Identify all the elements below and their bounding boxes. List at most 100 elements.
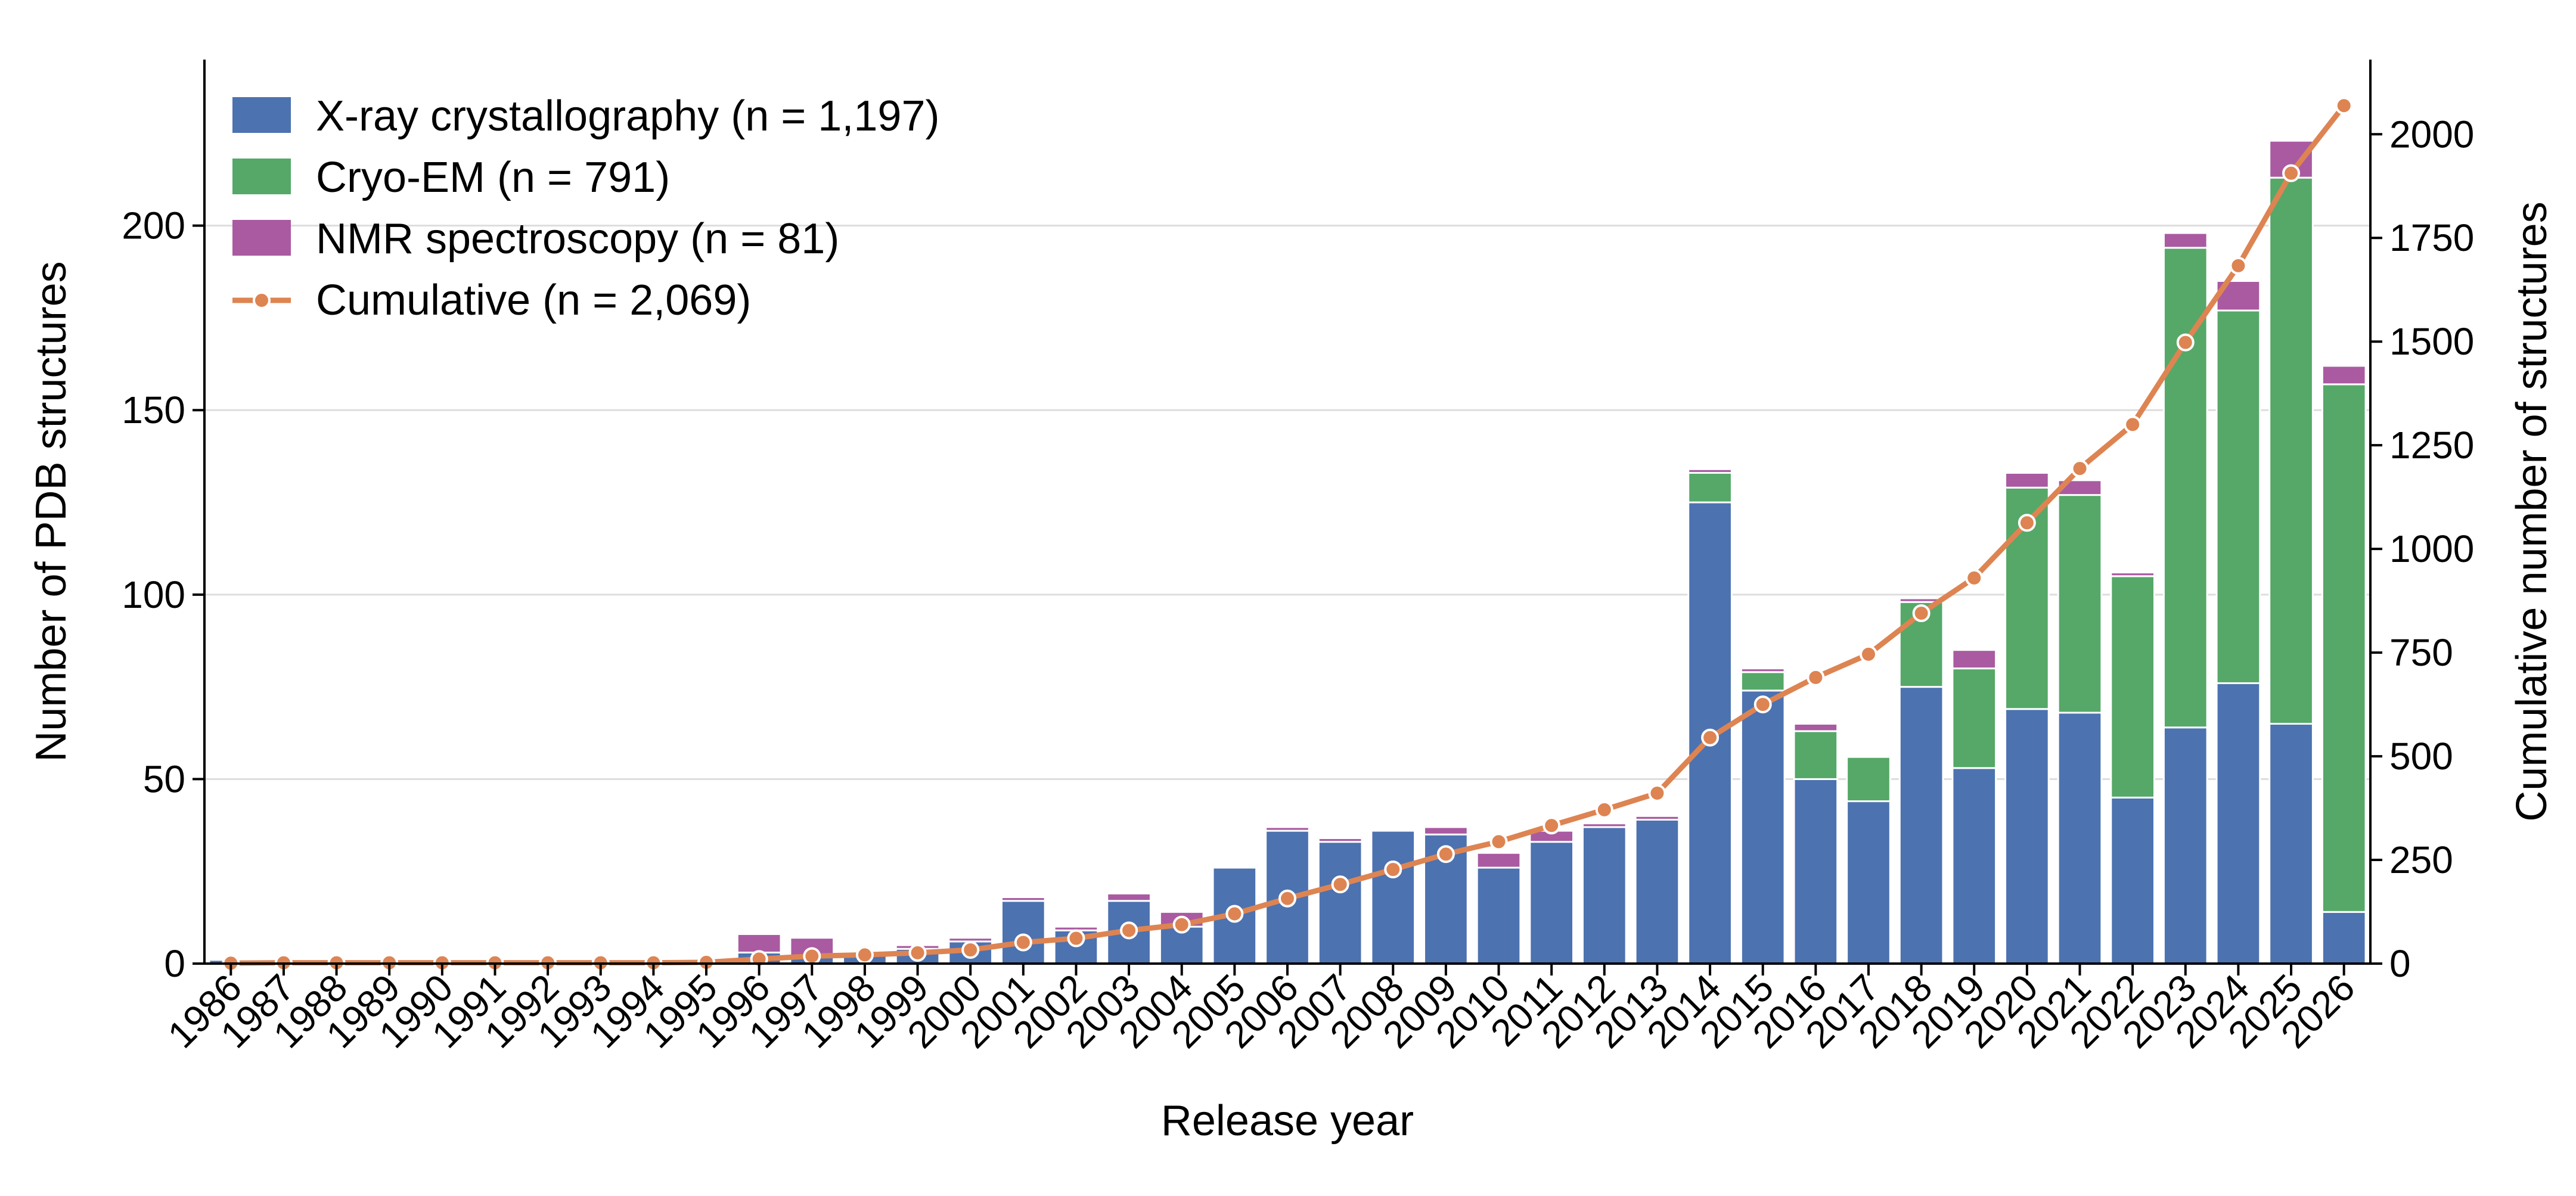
bar-nmr-2015 <box>1740 667 1786 673</box>
cumulative-point-2004 <box>1172 915 1191 934</box>
bar-cryoem-2014 <box>1687 471 1733 504</box>
bar-xray-2011 <box>1529 841 1575 965</box>
bar-xray-2008 <box>1370 830 1416 965</box>
bar-xray-2010 <box>1476 866 1522 965</box>
bar-xray-2013 <box>1634 819 1680 965</box>
cumulative-point-2010 <box>1489 832 1508 851</box>
y-tick-label: 0 <box>164 942 185 985</box>
bar-xray-2026 <box>2321 911 2367 965</box>
cumulative-point-2020 <box>2018 514 2036 532</box>
cumulative-point-2006 <box>1278 889 1296 908</box>
cumulative-point-2002 <box>1067 929 1085 948</box>
bar-nmr-2020 <box>2004 471 2050 489</box>
cumulative-point-2013 <box>1648 784 1666 802</box>
y-tick-label: 100 <box>122 573 185 616</box>
y-tick-label: 150 <box>122 389 185 431</box>
cumulative-point-1998 <box>855 946 874 964</box>
cumulative-point-2019 <box>1965 569 1984 587</box>
y2-axis-title: Cumulative number of structures <box>2508 201 2556 821</box>
y2-tick-label: 1500 <box>2389 320 2474 363</box>
y-tick-label: 50 <box>143 757 185 800</box>
bar-xray-2015 <box>1740 689 1786 965</box>
bar-xray-2017 <box>1846 800 1891 965</box>
bar-nmr-2003 <box>1106 892 1152 902</box>
bar-nmr-2007 <box>1317 837 1363 843</box>
y-tick-labels: 0 50 100 150 200 <box>122 204 204 985</box>
cumulative-point-2009 <box>1436 845 1455 863</box>
cumulative-point-2008 <box>1384 861 1402 879</box>
y2-tick-label: 500 <box>2389 735 2453 778</box>
y2-tick-label: 750 <box>2389 631 2453 674</box>
bar-nmr-2014 <box>1687 468 1733 474</box>
bar-xray-2001 <box>1000 900 1046 965</box>
bar-nmr-2006 <box>1265 826 1310 832</box>
cumulative-point-2023 <box>2176 333 2195 352</box>
cumulative-point-2007 <box>1331 875 1349 894</box>
legend-swatch-nmr <box>232 220 291 256</box>
bar-nmr-2019 <box>1951 649 1997 670</box>
cumulative-point-2011 <box>1543 816 1561 835</box>
cumulative-point-2000 <box>961 941 980 959</box>
cumulative-line-group <box>222 97 2353 973</box>
bar-xray-2007 <box>1317 841 1363 965</box>
bar-cryoem-2025 <box>2268 176 2314 725</box>
cumulative-point-2024 <box>2229 256 2248 275</box>
bar-xray-2020 <box>2004 708 2050 965</box>
bars <box>208 139 2367 965</box>
y-tick-label: 200 <box>122 204 185 247</box>
legend-swatch-xray <box>232 97 291 133</box>
bar-nmr-1996 <box>736 933 782 953</box>
y2-tick-labels: 0 250 500 750 1000 1250 1500 1750 2000 <box>2370 113 2474 985</box>
cumulative-point-2001 <box>1014 933 1032 952</box>
cumulative-point-2021 <box>2071 459 2089 478</box>
bar-cryoem-2026 <box>2321 383 2367 913</box>
bar-cryoem-2024 <box>2215 309 2261 684</box>
bar-nmr-2016 <box>1793 723 1839 732</box>
cumulative-point-2016 <box>1807 668 1825 686</box>
bar-cryoem-2019 <box>1951 667 1997 769</box>
bar-cryoem-2015 <box>1740 671 1786 692</box>
cumulative-point-2012 <box>1595 800 1613 819</box>
bar-cryoem-2022 <box>2110 575 2155 799</box>
bar-nmr-2001 <box>1000 896 1046 902</box>
bar-xray-2023 <box>2162 726 2208 965</box>
cumulative-point-2025 <box>2282 164 2301 182</box>
y2-tick-label: 250 <box>2389 838 2453 881</box>
legend-label-cryoem: Cryo-EM (n = 791) <box>316 154 670 201</box>
x-tick-labels: 1986198719881989199019911992199319941995… <box>160 964 2363 1057</box>
legend-label-xray: X-ray crystallography (n = 1,197) <box>316 92 939 140</box>
y2-tick-label: 1000 <box>2389 527 2474 570</box>
bar-xray-2012 <box>1581 826 1627 965</box>
bar-nmr-2009 <box>1423 826 1469 835</box>
y2-tick-label: 2000 <box>2389 113 2474 156</box>
cumulative-point-2026 <box>2335 97 2353 115</box>
cumulative-point-1999 <box>908 943 927 962</box>
bar-nmr-2026 <box>2321 365 2367 386</box>
bar-nmr-2000 <box>948 937 994 943</box>
cumulative-point-2018 <box>1912 604 1931 622</box>
bar-cryoem-2016 <box>1793 730 1839 780</box>
bar-cryoem-2017 <box>1846 756 1891 803</box>
bar-nmr-2025 <box>2268 139 2314 179</box>
cumulative-point-2014 <box>1701 728 1720 747</box>
bar-nmr-2010 <box>1476 852 1522 869</box>
legend-label-cumulative: Cumulative (n = 2,069) <box>316 277 751 324</box>
bar-cryoem-2023 <box>2162 247 2208 729</box>
bar-xray-2024 <box>2215 682 2261 965</box>
bar-xray-2016 <box>1793 778 1839 965</box>
bar-xray-2022 <box>2110 796 2155 965</box>
legend: X-ray crystallography (n = 1,197) Cryo-EM… <box>232 92 939 324</box>
x-axis-title: Release year <box>1161 1097 1414 1145</box>
y2-tick-label: 1250 <box>2389 424 2474 467</box>
cumulative-point-2022 <box>2124 415 2142 434</box>
y2-tick-label: 0 <box>2389 942 2411 985</box>
bar-nmr-2012 <box>1581 822 1627 828</box>
bar-xray-2025 <box>2268 723 2314 965</box>
cumulative-point-2005 <box>1225 905 1244 923</box>
cumulative-point-2003 <box>1120 921 1138 940</box>
bar-nmr-2013 <box>1634 815 1680 821</box>
cumulative-point-1997 <box>803 947 821 965</box>
bar-nmr-2022 <box>2110 571 2155 577</box>
y2-tick-label: 1750 <box>2389 216 2474 259</box>
